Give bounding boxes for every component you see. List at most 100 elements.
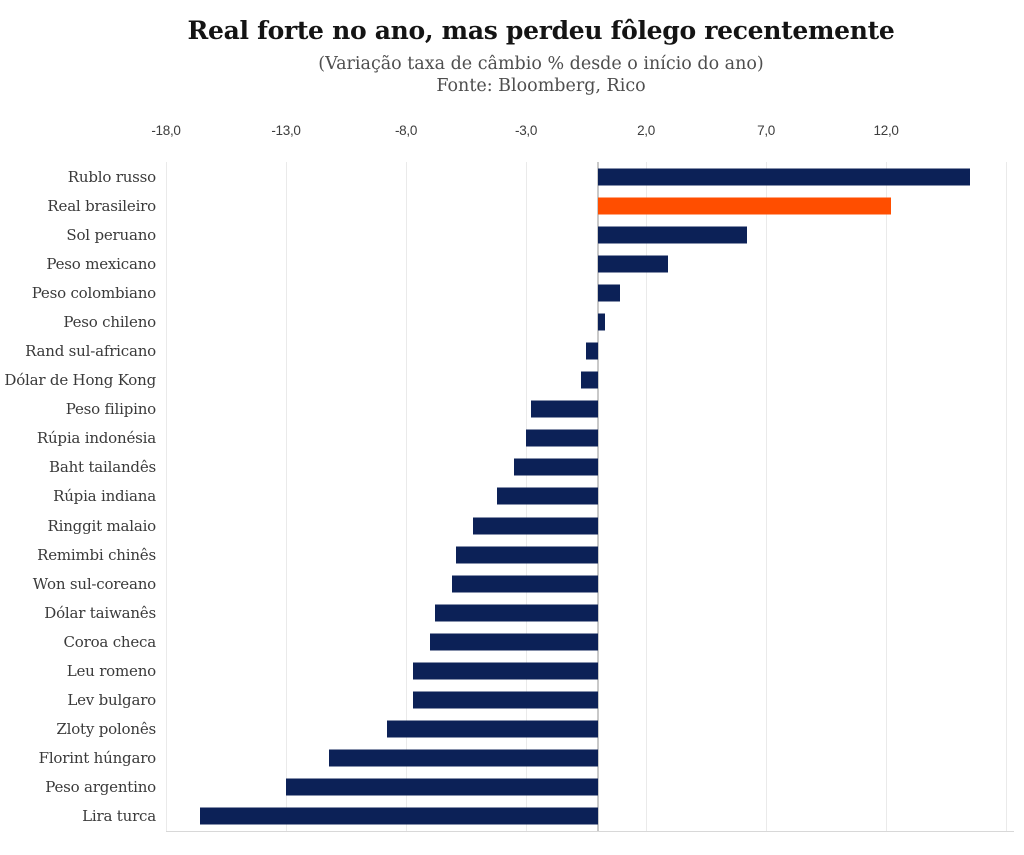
category-label: Peso chileno: [63, 312, 156, 331]
category-label: Peso filipino: [65, 400, 156, 419]
bar-track: [166, 598, 1014, 627]
bar-track: [166, 656, 1014, 685]
x-tick-label: -18,0: [151, 123, 181, 138]
bar-track: [166, 424, 1014, 453]
bar: [329, 749, 599, 767]
category-label: Won sul-coreano: [32, 574, 156, 593]
bar-row: Remimbi chinês: [0, 540, 1014, 569]
bar: [473, 517, 599, 535]
bar: [386, 720, 599, 738]
category-label: Rand sul-africano: [25, 342, 156, 361]
bar-track: [166, 307, 1014, 336]
bar-row: Real brasileiro: [0, 191, 1014, 220]
gridline: [406, 162, 408, 831]
chart-header: Real forte no ano, mas perdeu fôlego rec…: [0, 15, 1024, 97]
bar-track: [166, 162, 1014, 191]
bar-row: Won sul-coreano: [0, 569, 1014, 598]
bar: [581, 371, 599, 389]
bar-row: Dólar de Hong Kong: [0, 366, 1014, 395]
bar: [514, 458, 599, 476]
bar-track: [166, 395, 1014, 424]
chart-subtitle: (Variação taxa de câmbio % desde o iníci…: [318, 54, 764, 74]
bar: [456, 546, 599, 564]
category-label: Dólar taiwanês: [44, 603, 156, 622]
bar-track: [166, 569, 1014, 598]
category-label: Lev bulgaro: [67, 691, 156, 710]
chart-title: Real forte no ano, mas perdeu fôlego rec…: [187, 16, 895, 45]
bar-row: Dólar taiwanês: [0, 598, 1014, 627]
bar-row: Rand sul-africano: [0, 337, 1014, 366]
bar: [598, 284, 620, 302]
bar: [451, 575, 599, 593]
bar: [199, 807, 599, 825]
bar: [413, 662, 599, 680]
bar: [598, 168, 971, 186]
bar-track: [166, 278, 1014, 307]
x-tick-label: 12,0: [873, 123, 899, 138]
bar-track: [166, 191, 1014, 220]
x-tick-label: -3,0: [515, 123, 538, 138]
bar: [598, 255, 668, 273]
category-label: Dólar de Hong Kong: [4, 371, 156, 390]
category-label: Rúpia indiana: [53, 487, 156, 506]
bar-track: [166, 686, 1014, 715]
bar-row: Rublo russo: [0, 162, 1014, 191]
gridline: [646, 162, 648, 831]
bar-track: [166, 715, 1014, 744]
bar-row: Baht tailandês: [0, 453, 1014, 482]
bar-row: Leu romeno: [0, 656, 1014, 685]
bar-rows: Rublo russo Real brasileiro Sol peruano Pes…: [0, 162, 1014, 831]
bar: [526, 429, 599, 447]
category-label: Zloty polonês: [56, 720, 156, 739]
category-label: Peso mexicano: [46, 254, 156, 273]
x-tick-label: -13,0: [271, 123, 301, 138]
zero-baseline: [597, 162, 600, 831]
bar-track: [166, 482, 1014, 511]
bar-row: Florint húngaro: [0, 744, 1014, 773]
category-label: Rúpia indonésia: [36, 429, 156, 448]
category-label: Sol peruano: [66, 225, 156, 244]
bar-track: [166, 337, 1014, 366]
category-label: Leu romeno: [66, 662, 156, 680]
bar-row: Rúpia indiana: [0, 482, 1014, 511]
bar-row: Zloty polonês: [0, 715, 1014, 744]
bar-row: Peso filipino: [0, 395, 1014, 424]
bar-track: [166, 773, 1014, 802]
bar-row: Peso argentino: [0, 773, 1014, 802]
bar-track: [166, 366, 1014, 395]
gridline: [886, 162, 888, 831]
bar: [598, 313, 606, 331]
bar: [430, 633, 599, 651]
bar-row: Peso mexicano: [0, 249, 1014, 278]
bar-track: [166, 744, 1014, 773]
bar-highlighted: [598, 197, 891, 215]
bar-row: Ringgit malaio: [0, 511, 1014, 540]
bar-row: Sol peruano: [0, 220, 1014, 249]
category-label: Real brasileiro: [47, 196, 156, 215]
gridline: [766, 162, 768, 831]
bar: [434, 604, 599, 622]
gridline: [286, 162, 287, 831]
category-label: Florint húngaro: [38, 749, 157, 768]
category-label: Ringgit malaio: [47, 516, 157, 535]
bar-track: [166, 627, 1014, 656]
bar-track: [166, 453, 1014, 482]
category-label: Peso argentino: [45, 778, 156, 797]
bar-track: [166, 802, 1014, 831]
bar-row: Rúpia indonésia: [0, 424, 1014, 453]
chart-source: Fonte: Bloomberg, Rico: [436, 76, 646, 96]
bar-track: [166, 249, 1014, 278]
bar-row: Lira turca: [0, 802, 1014, 831]
bar: [530, 400, 599, 418]
x-tick-label: 7,0: [757, 123, 775, 138]
category-label: Baht tailandês: [49, 458, 156, 477]
category-label: Lira turca: [82, 807, 156, 826]
bar: [413, 691, 599, 709]
category-label: Peso colombiano: [31, 283, 157, 302]
bar: [286, 778, 599, 796]
bar: [497, 487, 599, 505]
bar-track: [166, 220, 1014, 249]
bar-track: [166, 540, 1014, 569]
category-label: Remimbi chinês: [37, 545, 156, 564]
x-axis-line: [166, 831, 1014, 832]
